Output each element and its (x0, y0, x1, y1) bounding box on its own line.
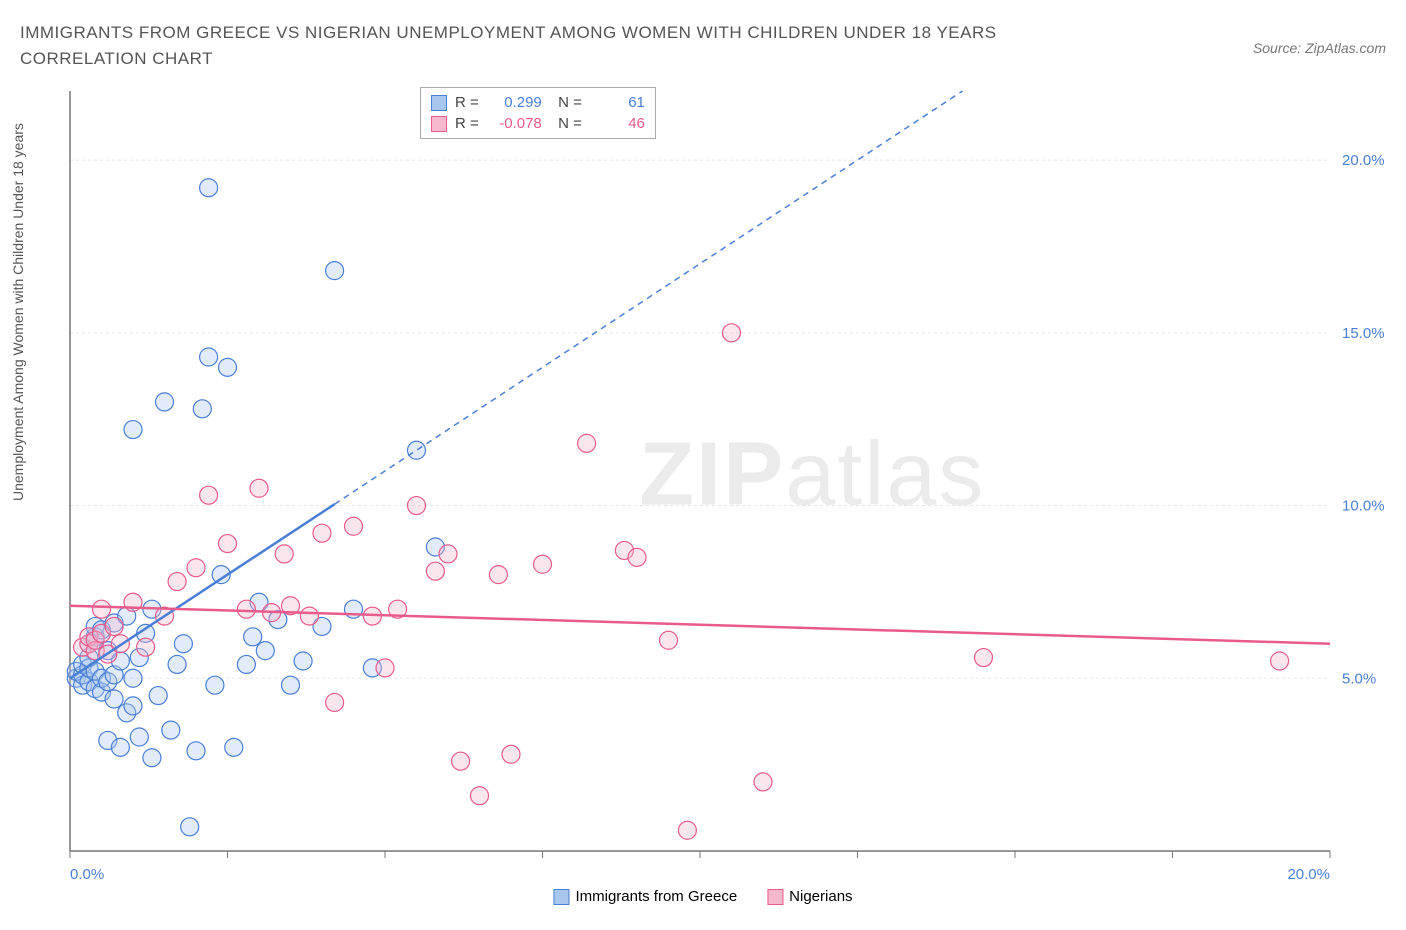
stat-n-label: N = (550, 92, 582, 113)
legend-swatch-1 (431, 116, 447, 132)
scatter-chart: 5.0% 10.0% 15.0% 20.0% 0.0% 20.0% (20, 81, 1386, 901)
svg-text:20.0%: 20.0% (1342, 152, 1385, 169)
legend-item-1: Nigerians (767, 888, 852, 905)
y-axis-title: Unemployment Among Women with Children U… (10, 123, 26, 501)
stat-r-label: R = (455, 113, 479, 134)
stat-n-label: N = (550, 113, 582, 134)
chart-header: IMMIGRANTS FROM GREECE VS NIGERIAN UNEMP… (20, 20, 1386, 71)
svg-text:10.0%: 10.0% (1342, 498, 1385, 515)
stat-n-value-0: 61 (590, 92, 645, 113)
legend-swatch-0 (431, 95, 447, 111)
legend-swatch-bottom-1 (767, 889, 783, 905)
legend-swatch-bottom-0 (553, 889, 569, 905)
stat-r-value-0: 0.299 (487, 92, 542, 113)
legend-stats: R = 0.299 N = 61 R = -0.078 N = 46 (420, 87, 656, 139)
stat-n-value-1: 46 (590, 113, 645, 134)
stat-r-label: R = (455, 92, 479, 113)
stat-r-value-1: -0.078 (487, 113, 542, 134)
svg-text:5.0%: 5.0% (1342, 670, 1376, 687)
legend-label-0: Immigrants from Greece (575, 888, 737, 905)
legend-label-1: Nigerians (789, 888, 852, 905)
chart-container: Unemployment Among Women with Children U… (20, 81, 1386, 901)
chart-source: Source: ZipAtlas.com (1253, 40, 1386, 56)
legend-stats-row-0: R = 0.299 N = 61 (431, 92, 645, 113)
svg-text:15.0%: 15.0% (1342, 325, 1385, 342)
svg-text:0.0%: 0.0% (70, 866, 104, 883)
legend-item-0: Immigrants from Greece (553, 888, 737, 905)
legend-bottom: Immigrants from Greece Nigerians (553, 888, 852, 905)
svg-text:20.0%: 20.0% (1287, 866, 1330, 883)
chart-title: IMMIGRANTS FROM GREECE VS NIGERIAN UNEMP… (20, 20, 1120, 71)
legend-stats-row-1: R = -0.078 N = 46 (431, 113, 645, 134)
